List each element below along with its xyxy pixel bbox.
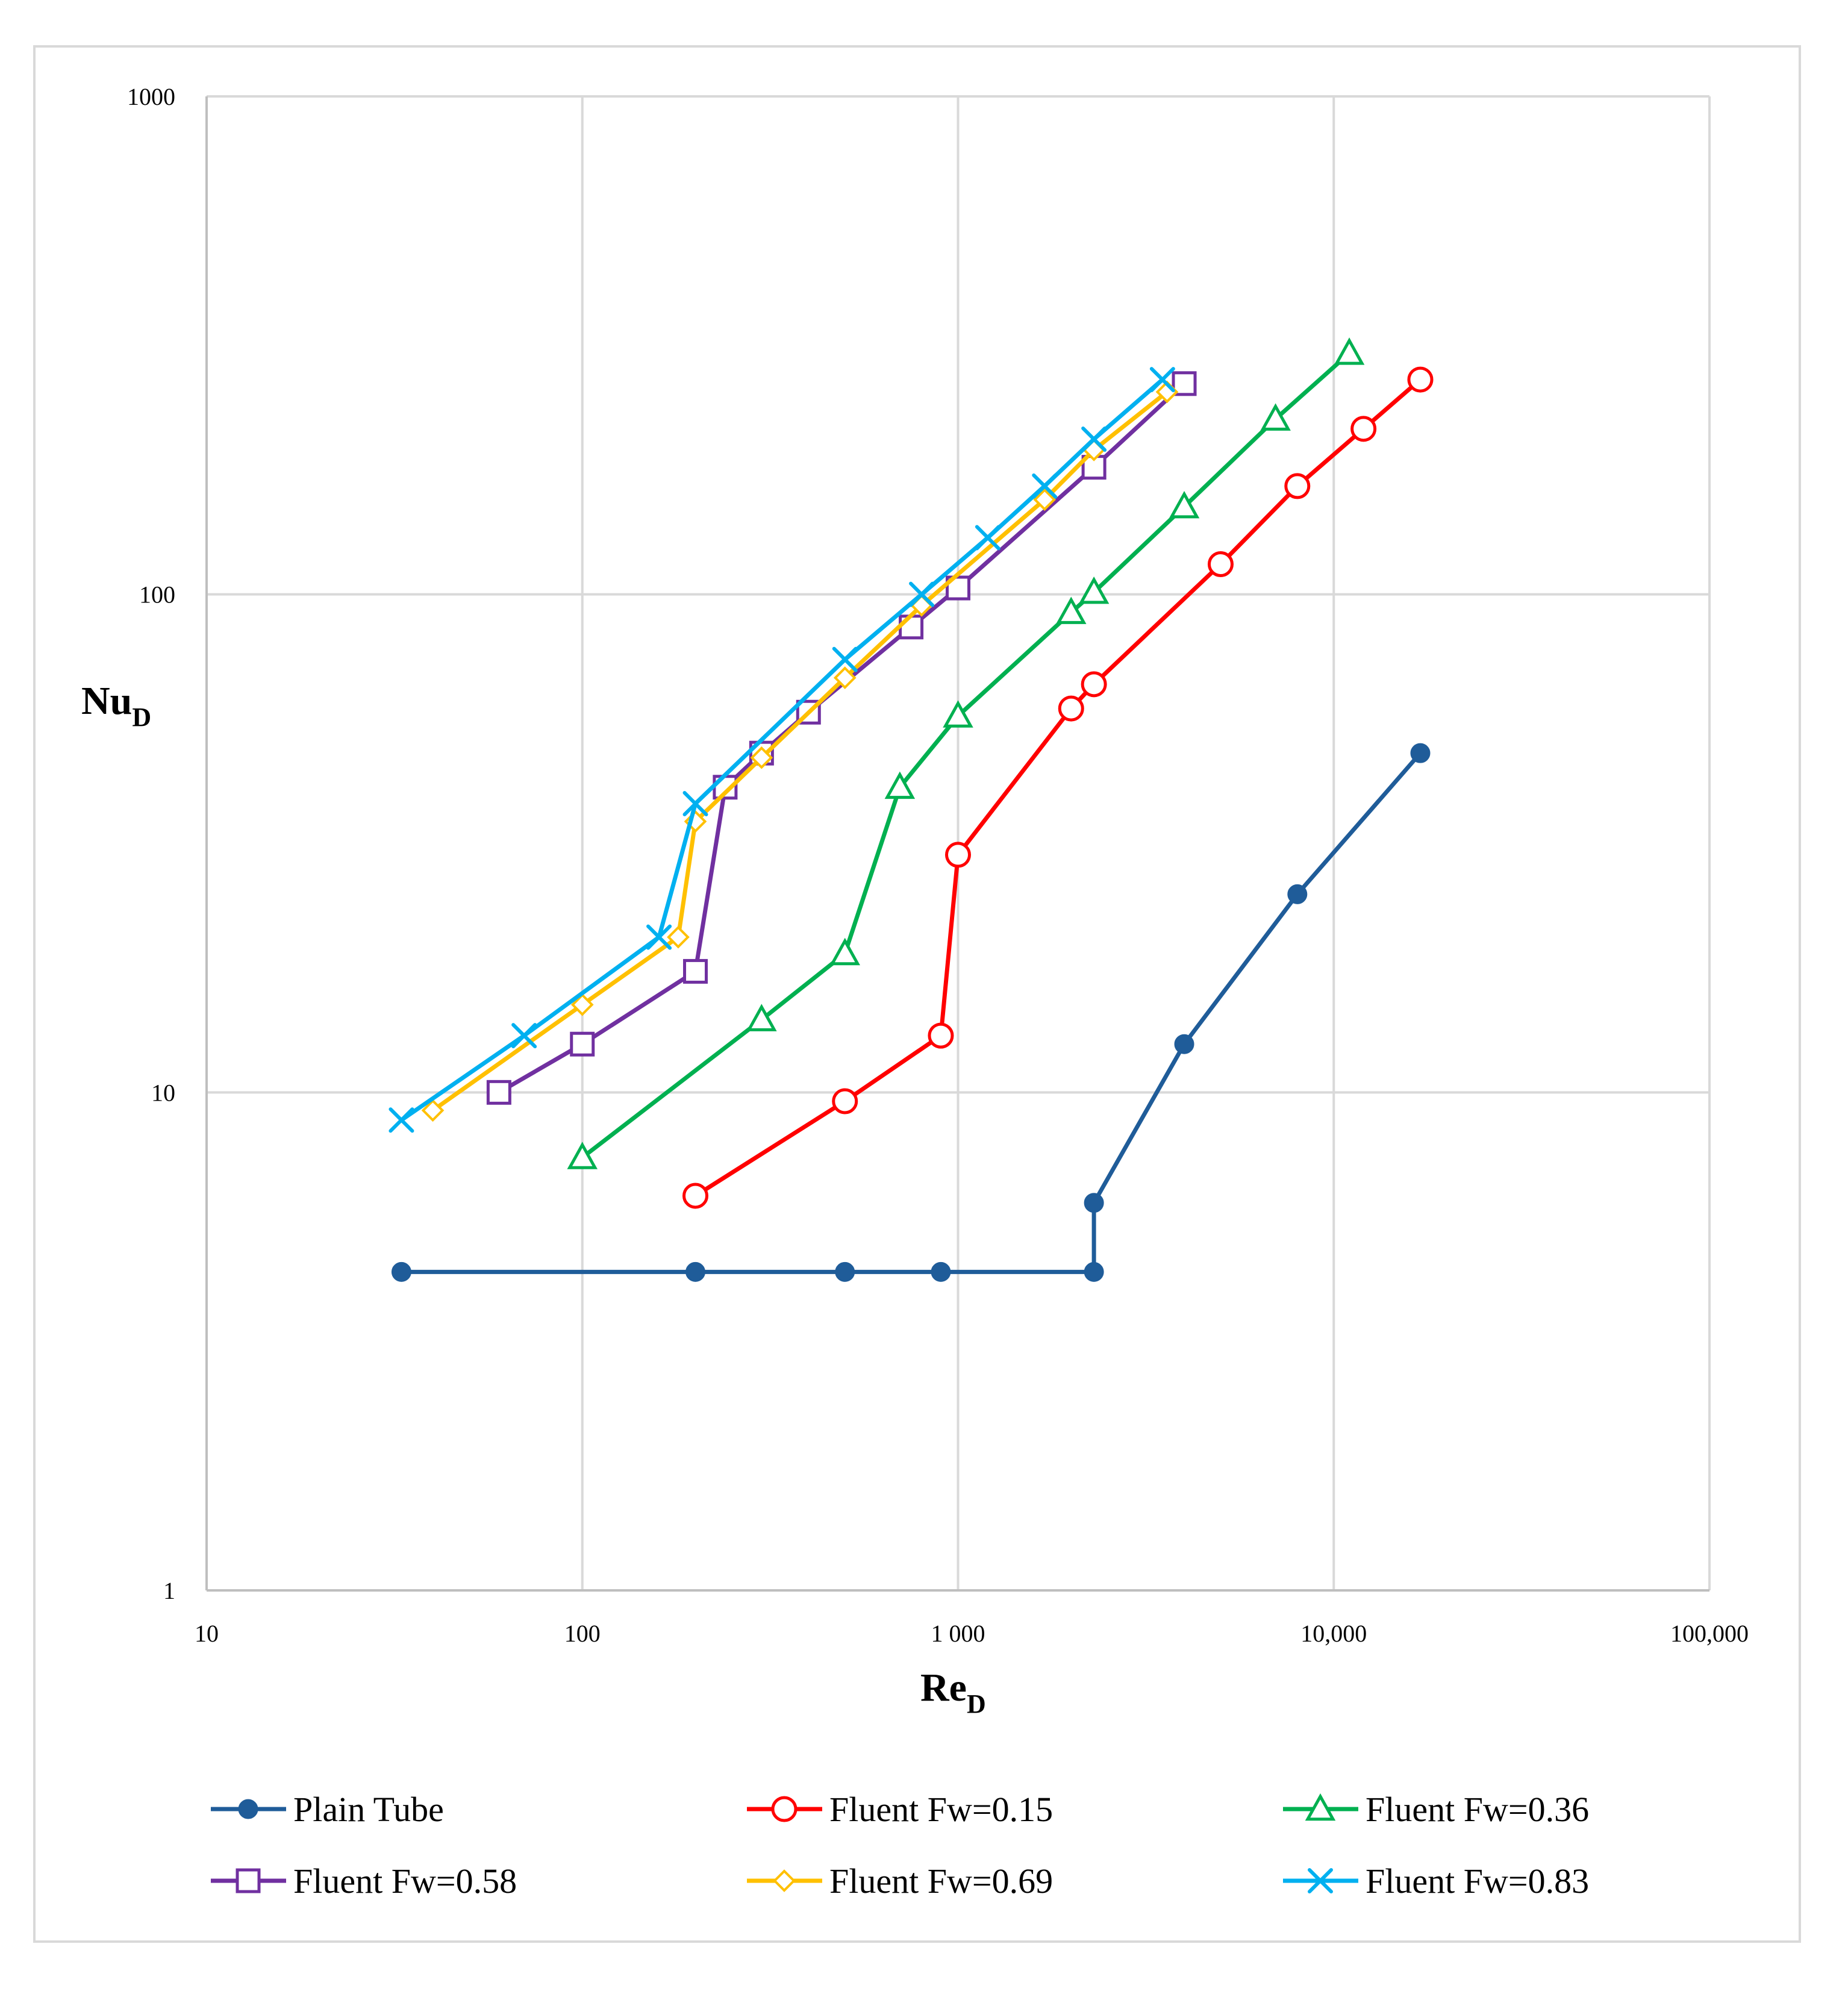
x-tick-label: 100 (564, 1620, 601, 1647)
data-point-fluent-fw-0-83 (511, 1023, 537, 1049)
legend-label: Fluent Fw=0.69 (829, 1861, 1053, 1901)
data-point-fluent-fw-0-83 (1149, 367, 1175, 393)
legend-item-fluent-fw-0-15: Fluent Fw=0.15 (747, 1790, 1053, 1829)
y-axis-title-sub: D (132, 702, 151, 732)
data-point-plain-tube (1174, 1034, 1194, 1054)
legend-swatch-marker (771, 1796, 798, 1822)
ticks-layer: 10 100 1 000 10,000 100,000 1 10 100 1000 (127, 83, 1749, 1647)
data-point-fluent-fw-0-83 (1081, 426, 1107, 452)
legend-item-fluent-fw-0-58: Fluent Fw=0.58 (211, 1861, 517, 1901)
data-point-fluent-fw-0-58 (570, 1031, 595, 1057)
y-tick-label: 10 (151, 1079, 175, 1106)
data-point-fluent-fw-0-36 (1260, 403, 1291, 431)
data-point-plain-tube (1410, 743, 1431, 763)
legend-swatch-marker (1305, 1793, 1336, 1821)
data-point-fluent-fw-0-83 (1032, 473, 1058, 499)
data-point-fluent-fw-0-69 (750, 746, 773, 769)
legend-label: Fluent Fw=0.36 (1366, 1790, 1589, 1829)
legend-swatch-marker (773, 1869, 796, 1892)
y-tick-label: 1000 (127, 83, 175, 110)
data-point-fluent-fw-0-69 (667, 925, 690, 949)
x-axis-title-sub: D (967, 1689, 986, 1719)
data-point-fluent-fw-0-15 (928, 1022, 954, 1049)
data-point-fluent-fw-0-36 (829, 937, 860, 966)
series-fluent-fw-0-58 (486, 371, 1197, 1105)
data-point-fluent-fw-0-58 (899, 614, 924, 640)
legend-item-plain-tube: Plain Tube (211, 1790, 444, 1829)
x-tick-label: 10,000 (1300, 1620, 1367, 1647)
legend-item-fluent-fw-0-69: Fluent Fw=0.69 (747, 1861, 1053, 1901)
data-point-fluent-fw-0-36 (746, 1004, 777, 1031)
x-axis-title-main: Re (920, 1666, 967, 1710)
data-point-plain-tube (391, 1261, 411, 1282)
series-line-fluent-fw-0-36 (581, 351, 1351, 1160)
data-point-plain-tube (1287, 884, 1308, 904)
legend-item-fluent-fw-0-36: Fluent Fw=0.36 (1283, 1790, 1589, 1829)
data-point-fluent-fw-0-15 (832, 1088, 858, 1114)
y-tick-label: 100 (139, 581, 175, 608)
y-axis-title: NuD (81, 679, 151, 732)
data-point-fluent-fw-0-36 (884, 771, 916, 799)
data-point-fluent-fw-0-83 (389, 1107, 414, 1133)
x-tick-label: 1 000 (931, 1620, 985, 1647)
data-point-fluent-fw-0-36 (567, 1142, 598, 1169)
legend-swatch-marker (238, 1799, 258, 1819)
legend-swatch-marker (236, 1868, 261, 1893)
y-axis-title-main: Nu (81, 679, 132, 723)
data-point-fluent-fw-0-69 (570, 993, 594, 1016)
data-point-fluent-fw-0-83 (975, 525, 1000, 551)
legend-swatch-marker (1308, 1868, 1333, 1893)
legend-label: Fluent Fw=0.58 (293, 1861, 517, 1901)
data-point-plain-tube (931, 1261, 951, 1282)
data-point-fluent-fw-0-69 (421, 1099, 445, 1122)
series-line-fluent-fw-0-69 (431, 390, 1169, 1113)
series-fluent-fw-0-36 (567, 337, 1365, 1169)
data-point-plain-tube (835, 1261, 855, 1282)
data-point-fluent-fw-0-69 (1033, 488, 1057, 511)
data-point-plain-tube (685, 1261, 706, 1282)
data-point-fluent-fw-0-15 (1081, 671, 1107, 698)
legend-label: Plain Tube (293, 1790, 444, 1829)
series-line-fluent-fw-0-83 (400, 378, 1164, 1122)
x-axis-title: ReD (920, 1666, 986, 1719)
data-point-fluent-fw-0-83 (832, 646, 858, 672)
series-layer (389, 337, 1434, 1282)
data-point-fluent-fw-0-15 (682, 1183, 709, 1209)
legend: Plain Tube Fluent Fw=0.15 Fluent Fw=0.36 Fl… (211, 1790, 1589, 1901)
data-point-fluent-fw-0-58 (486, 1080, 511, 1105)
data-point-fluent-fw-0-83 (909, 581, 935, 607)
data-point-plain-tube (1084, 1193, 1104, 1213)
data-point-fluent-fw-0-36 (1169, 490, 1200, 519)
data-point-fluent-fw-0-83 (682, 791, 708, 817)
axes-layer (205, 96, 1709, 1592)
data-point-fluent-fw-0-36 (1056, 596, 1087, 624)
data-point-plain-tube (1084, 1261, 1104, 1282)
data-point-fluent-fw-0-58 (1172, 371, 1197, 396)
y-tick-label: 1 (163, 1577, 175, 1604)
data-point-fluent-fw-0-36 (1334, 337, 1365, 365)
data-point-fluent-fw-0-58 (683, 958, 708, 984)
x-tick-label: 100,000 (1670, 1620, 1749, 1647)
legend-label: Fluent Fw=0.83 (1366, 1861, 1589, 1901)
series-plain-tube (391, 743, 1431, 1282)
data-point-fluent-fw-0-36 (1078, 576, 1110, 604)
data-point-fluent-fw-0-69 (833, 666, 857, 689)
series-fluent-fw-0-15 (682, 366, 1434, 1209)
legend-label: Fluent Fw=0.15 (829, 1790, 1053, 1829)
series-line-fluent-fw-0-58 (498, 382, 1186, 1095)
data-point-fluent-fw-0-15 (1407, 366, 1434, 393)
data-point-fluent-fw-0-15 (1207, 551, 1234, 577)
data-point-fluent-fw-0-36 (943, 700, 973, 728)
legend-item-fluent-fw-0-83: Fluent Fw=0.83 (1283, 1861, 1589, 1901)
data-point-fluent-fw-0-15 (1350, 416, 1377, 442)
data-point-fluent-fw-0-15 (1058, 695, 1084, 722)
data-point-fluent-fw-0-15 (1284, 473, 1311, 499)
chart-frame (33, 45, 1801, 1943)
data-point-fluent-fw-0-83 (646, 924, 672, 950)
x-tick-label: 10 (195, 1620, 219, 1647)
series-line-fluent-fw-0-15 (694, 378, 1422, 1198)
data-point-fluent-fw-0-15 (945, 842, 971, 868)
series-fluent-fw-0-83 (389, 367, 1175, 1133)
